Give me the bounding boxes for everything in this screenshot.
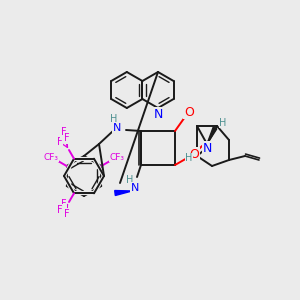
Text: O: O	[189, 148, 199, 160]
Text: CF₃: CF₃	[44, 152, 59, 161]
Text: F: F	[61, 128, 66, 137]
Text: CF₃: CF₃	[110, 152, 124, 161]
Text: F: F	[57, 137, 63, 148]
Text: N: N	[113, 123, 121, 133]
Text: F: F	[64, 208, 70, 218]
Text: F: F	[64, 134, 70, 143]
Text: H: H	[110, 114, 118, 124]
Text: F: F	[57, 205, 63, 214]
Text: H: H	[126, 175, 134, 185]
Polygon shape	[207, 127, 217, 144]
Text: N: N	[153, 107, 163, 121]
Text: H: H	[219, 118, 227, 128]
Text: N: N	[131, 183, 139, 193]
Text: O: O	[184, 106, 194, 118]
Text: N: N	[202, 142, 212, 154]
Polygon shape	[115, 190, 132, 196]
Text: F: F	[61, 199, 66, 208]
Text: H: H	[185, 153, 193, 163]
